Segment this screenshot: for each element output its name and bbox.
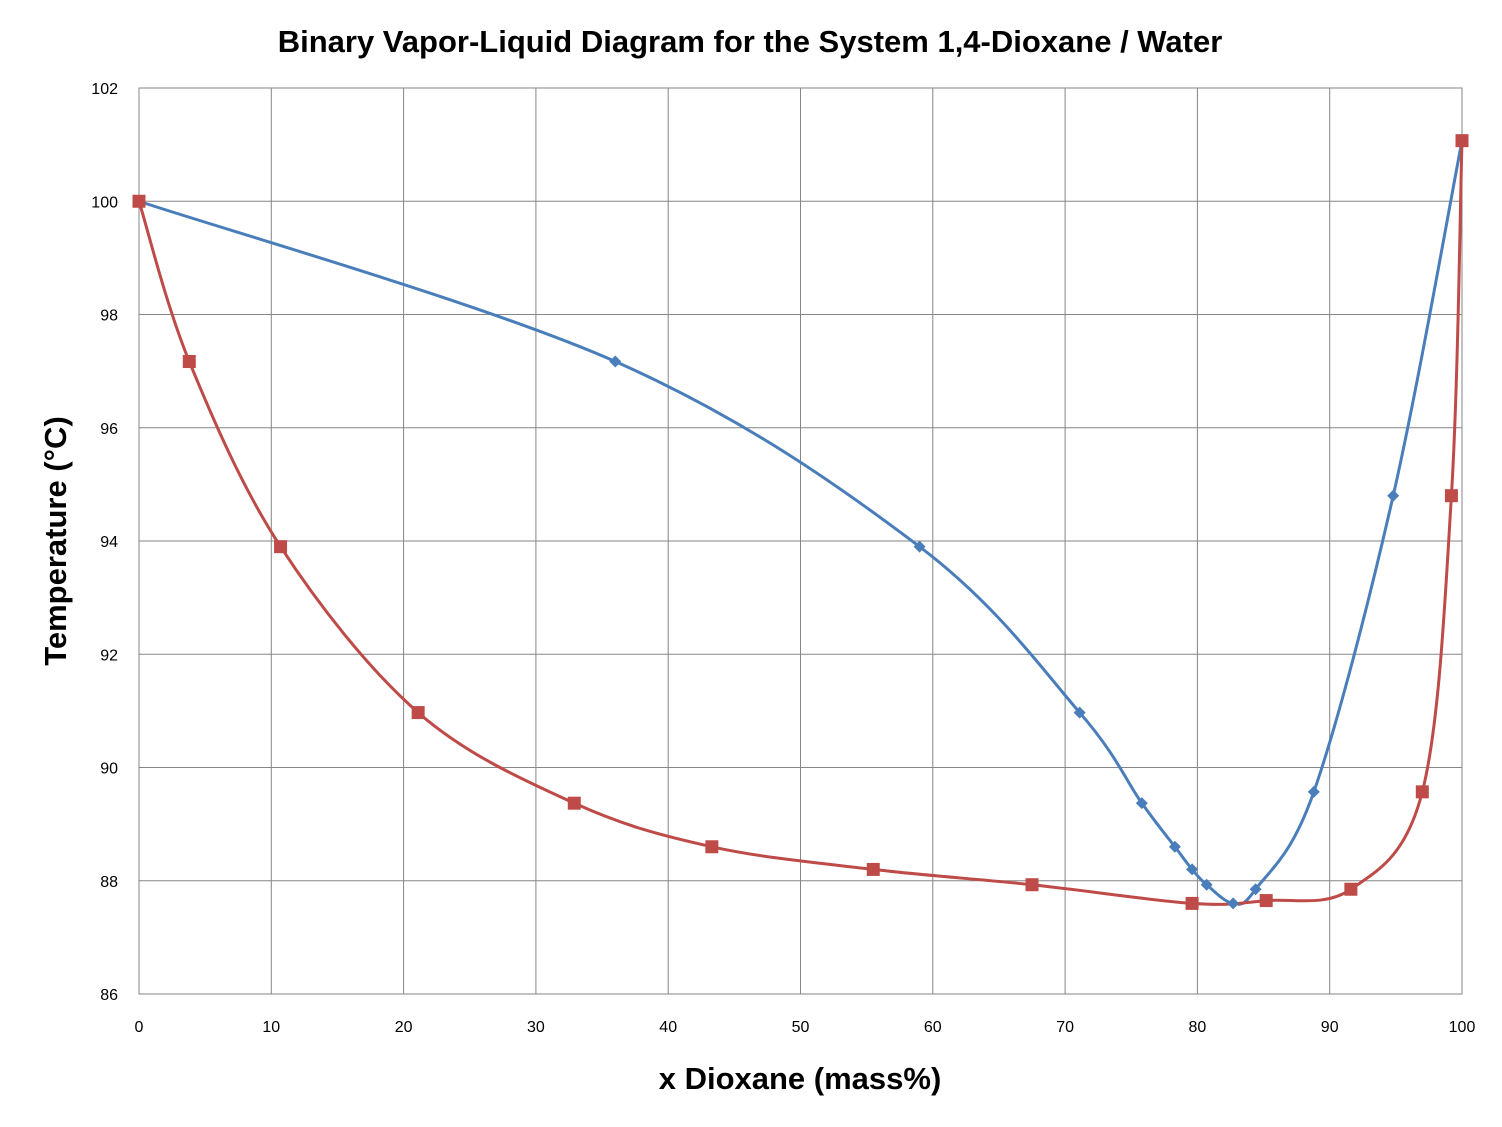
- x-tick-label: 80: [1189, 1019, 1207, 1036]
- series-2-point: [411, 706, 425, 720]
- y-tick-label: 96: [100, 421, 118, 438]
- x-tick-label: 10: [262, 1019, 280, 1036]
- series-2-point: [132, 194, 146, 208]
- y-tick-label: 92: [100, 647, 118, 664]
- series-2-point: [1444, 489, 1458, 503]
- y-axis-title: Temperature (°C): [38, 416, 73, 666]
- y-tick-label: 102: [91, 81, 118, 98]
- x-tick-label: 70: [1056, 1019, 1074, 1036]
- series-2-line: [137, 139, 1464, 906]
- series-2-point: [1185, 896, 1199, 910]
- series-2-point: [705, 840, 719, 854]
- series-1-point: [1227, 897, 1240, 910]
- x-tick-label: 30: [527, 1019, 545, 1036]
- series-1-point: [1073, 706, 1086, 719]
- x-tick-label: 60: [924, 1019, 942, 1036]
- x-tick-label: 90: [1321, 1019, 1339, 1036]
- y-tick-label: 100: [91, 194, 118, 211]
- y-tick-label: 98: [100, 308, 118, 325]
- y-tick-label: 88: [100, 874, 118, 891]
- plot-area: [138, 87, 1463, 995]
- x-tick-label: 0: [135, 1019, 144, 1036]
- series-2-point: [866, 862, 880, 876]
- tick-layer: 0 10 20 30 40 50 60 70 80 90 100 86 88 90 92 94 96 98 100 1…: [91, 81, 1475, 1036]
- series-1-point: [913, 540, 926, 553]
- x-tick-label: 40: [659, 1019, 677, 1036]
- series-1-point: [609, 355, 622, 368]
- series-2-point: [1259, 894, 1273, 908]
- series-1-point: [1387, 489, 1400, 502]
- series-2-point: [1455, 134, 1469, 148]
- series-1-point: [1135, 797, 1148, 810]
- series-1-point: [1200, 878, 1213, 891]
- grid-layer: [138, 87, 1463, 995]
- x-tick-label: 20: [395, 1019, 413, 1036]
- series-2-point: [567, 796, 581, 810]
- series-2-point: [1415, 785, 1429, 799]
- series-2-point: [1344, 882, 1358, 896]
- y-tick-label: 90: [100, 761, 118, 778]
- series-2-point: [274, 540, 288, 554]
- series-1-point: [1186, 863, 1199, 876]
- x-tick-label: 100: [1449, 1019, 1476, 1036]
- series-1-line: [137, 139, 1464, 906]
- series-layer: [132, 134, 1469, 910]
- series-2-point: [182, 354, 196, 368]
- chart-title: Binary Vapor-Liquid Diagram for the Syst…: [278, 24, 1223, 59]
- series-1-point: [1168, 840, 1181, 853]
- x-tick-label: 50: [792, 1019, 810, 1036]
- y-tick-label: 86: [100, 987, 118, 1004]
- x-axis-title: x Dioxane (mass%): [659, 1061, 942, 1096]
- y-tick-label: 94: [100, 534, 118, 551]
- series-1-point: [1249, 883, 1262, 896]
- series-1-point: [1307, 785, 1320, 798]
- series-2-point: [1025, 878, 1039, 892]
